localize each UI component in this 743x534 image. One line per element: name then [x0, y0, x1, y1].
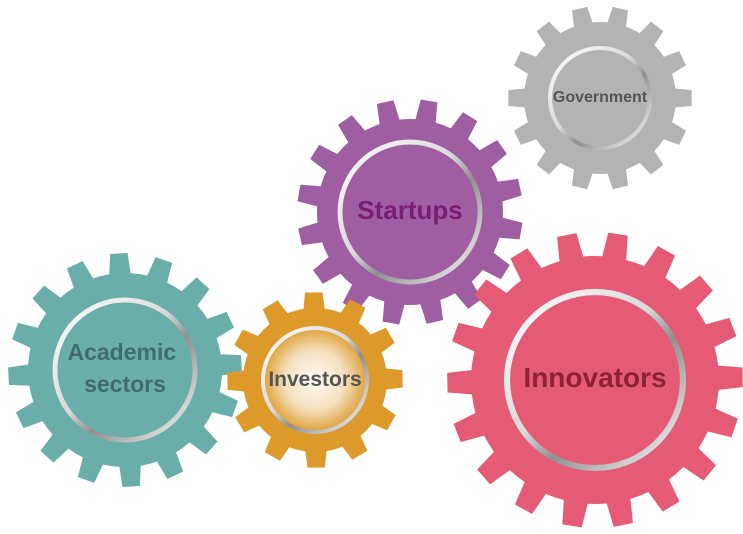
gear-investors-ring	[261, 326, 369, 434]
gear-innovators-label: Innovators	[523, 362, 666, 393]
gear-investors-glow	[261, 326, 369, 434]
gear-government-ring	[548, 46, 652, 150]
gear-innovators-label-line: Innovators	[523, 362, 666, 393]
gear-academic-label-line-1: Academic	[67, 339, 176, 365]
gear-academic-label: Academic sectors	[67, 339, 182, 397]
gear-investors-label-line: Investors	[268, 368, 361, 391]
gear-startups-body	[297, 99, 523, 325]
gear-innovators-ring	[503, 288, 687, 472]
gear-academic-ring	[52, 297, 198, 443]
gear-government-label-line: Government	[553, 89, 648, 106]
gear-academic-label-line-2: sectors	[84, 371, 166, 397]
gear-government-body	[508, 6, 692, 190]
gear-startups-label-line: Startups	[357, 195, 462, 225]
gear-investors: Investors	[227, 292, 403, 468]
gear-government-label: Government	[553, 89, 648, 106]
gear-investors-label: Investors	[268, 368, 361, 391]
gear-startups-label: Startups	[357, 195, 462, 225]
gear-innovators-body	[447, 232, 743, 528]
gear-innovators: Innovators	[447, 232, 743, 528]
gear-startups-ring	[337, 139, 483, 285]
gear-startups: Startups	[297, 99, 523, 325]
gear-academic: Academic sectors	[8, 253, 242, 487]
gear-government: Government	[508, 6, 692, 190]
gear-academic-body	[8, 253, 242, 487]
